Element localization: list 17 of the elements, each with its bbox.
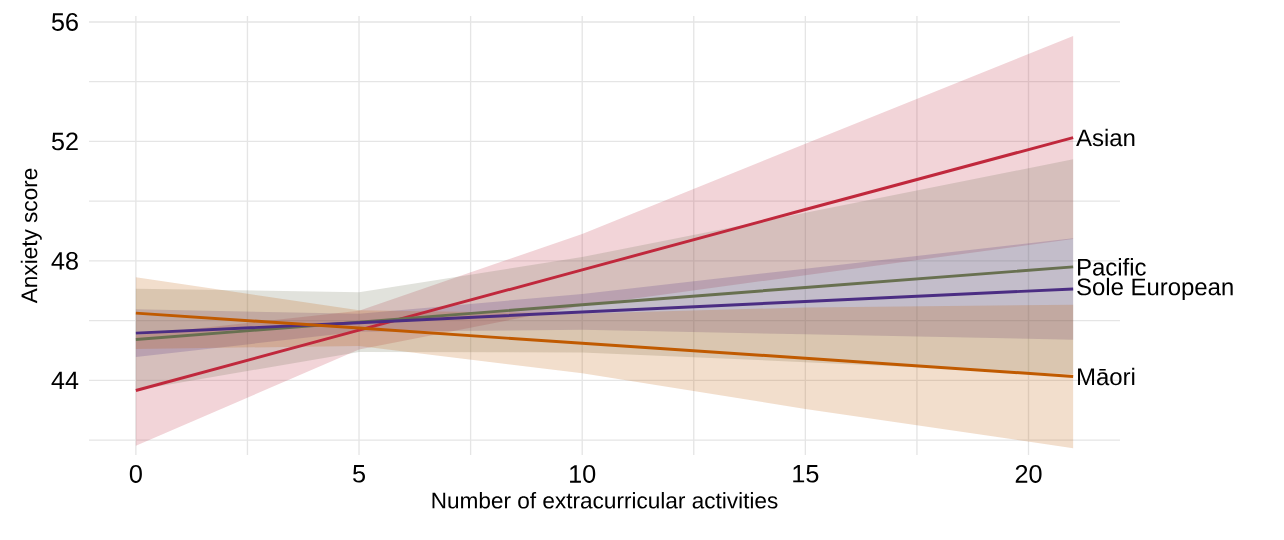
series-label: Asian xyxy=(1076,128,1135,147)
series-label: Sole European xyxy=(1077,277,1233,301)
x-tick-label: 5 xyxy=(353,465,365,483)
y-tick-label: 52 xyxy=(51,132,78,151)
y-tick-label: 56 xyxy=(51,13,78,31)
x-tick-label: 20 xyxy=(1015,465,1042,483)
series-label: Māori xyxy=(1078,367,1135,386)
y-axis-title: Anxiety score xyxy=(20,168,42,304)
line-series xyxy=(134,287,1075,335)
x-tick-label: 0 xyxy=(129,465,142,483)
line-series xyxy=(134,311,1075,378)
x-tick-label: 15 xyxy=(793,465,819,483)
y-tick-label: 44 xyxy=(51,371,79,390)
series-label: Pacific xyxy=(1078,258,1146,276)
x-tick-label: 10 xyxy=(570,465,596,483)
y-tick-label: 48 xyxy=(51,251,78,270)
x-axis-title: Number of extracurricular activities xyxy=(432,492,778,509)
